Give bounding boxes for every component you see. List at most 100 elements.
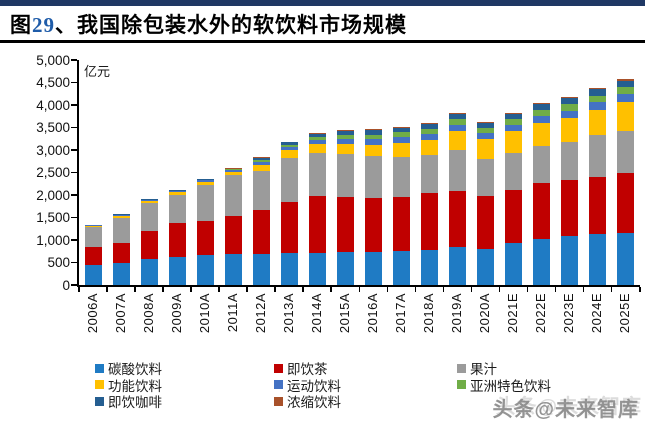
x-axis-tick — [442, 287, 445, 292]
bar-segment — [533, 103, 551, 105]
bar-segment — [421, 128, 439, 135]
bar-segment — [280, 158, 298, 202]
x-axis-tick — [554, 287, 557, 292]
bar-segment — [477, 132, 495, 139]
x-axis-label-2007A: 2007A — [112, 293, 128, 334]
bar-segment — [589, 89, 607, 96]
bar-slot-2018A — [416, 60, 444, 285]
bar-segment — [280, 253, 298, 285]
bar-segment — [617, 79, 635, 81]
x-axis-label-2018A: 2018A — [421, 293, 437, 334]
bar-segment — [617, 232, 635, 285]
x-axis-tick — [414, 287, 417, 292]
title-text: 、我国除包装水外的软饮料市场规模 — [55, 13, 407, 37]
x-axis-label-2014A: 2014A — [308, 293, 324, 334]
bar-segment — [393, 156, 411, 197]
x-axis-tick — [526, 287, 529, 292]
stacked-bar-2014A — [308, 133, 326, 285]
y-axis-label: 4,000 — [36, 97, 70, 113]
bar-segment — [617, 80, 635, 88]
stacked-bar-2022E — [533, 103, 551, 285]
watermark: 头条@未来智库 — [492, 399, 639, 421]
y-axis-tick — [71, 149, 77, 151]
bar-segment — [196, 179, 214, 180]
bar-segment — [617, 101, 635, 131]
bar-segment — [393, 126, 411, 128]
y-axis-label: 3,000 — [36, 142, 70, 158]
x-axis-tick — [639, 287, 641, 292]
bar-segment — [308, 153, 326, 196]
bar-slot-2009A — [163, 60, 191, 285]
x-axis-label-2025E: 2025E — [617, 293, 633, 334]
bar-segment — [84, 247, 102, 265]
bar-segment — [140, 230, 158, 260]
legend-item: 浓缩饮料 — [274, 393, 341, 410]
bar-series-container — [79, 60, 640, 285]
x-axis-tick — [134, 287, 136, 292]
bar-segment — [533, 239, 551, 285]
x-axis-label-2024E: 2024E — [589, 293, 605, 334]
bar-segment — [112, 243, 130, 264]
x-axis-tick — [610, 287, 613, 292]
bar-segment — [533, 145, 551, 184]
bar-slot-2022E — [528, 60, 556, 285]
x-axis-label-2016A: 2016A — [365, 293, 381, 334]
bar-segment — [505, 152, 523, 191]
bar-segment — [421, 139, 439, 155]
bar-segment — [589, 95, 607, 103]
bar-segment — [505, 113, 523, 115]
stacked-bar-2012A — [252, 157, 270, 285]
bar-segment — [168, 223, 186, 257]
bar-segment — [421, 123, 439, 129]
legend-label: 浓缩饮料 — [287, 395, 341, 410]
bar-slot-2007A — [107, 60, 135, 285]
legend-label: 运动饮料 — [287, 378, 341, 394]
y-axis-unit-label: 亿元 — [84, 64, 111, 79]
bar-segment — [336, 135, 354, 140]
x-axis-tick — [358, 287, 360, 292]
x-axis-label-2009A: 2009A — [168, 293, 184, 334]
bar-segment — [168, 195, 186, 224]
bar-segment — [308, 144, 326, 154]
bar-segment — [393, 250, 411, 285]
legend-label: 亚洲特色饮料 — [470, 378, 551, 394]
legend-item: 运动饮料 — [274, 377, 341, 394]
stacked-bar-2007A — [112, 214, 130, 285]
x-axis-tick — [78, 287, 80, 292]
bar-segment — [84, 227, 102, 248]
stacked-bar-2018A — [421, 122, 439, 285]
y-axis-tick — [71, 284, 77, 286]
bar-slot-2011A — [219, 60, 247, 285]
bar-segment — [168, 192, 186, 196]
bar-segment — [168, 256, 186, 285]
legend-label: 碳酸饮料 — [108, 362, 162, 377]
bar-segment — [561, 117, 579, 142]
x-axis-tick — [190, 287, 192, 292]
bar-segment — [449, 124, 467, 132]
legend-item: 即饮咖啡 — [95, 393, 162, 410]
bar-segment — [533, 104, 551, 110]
stacked-bar-2019A — [449, 112, 467, 285]
bar-segment — [617, 172, 635, 233]
bar-segment — [224, 253, 242, 285]
bar-segment — [84, 264, 102, 285]
bar-segment — [477, 159, 495, 196]
bar-segment — [364, 155, 382, 199]
bar-segment — [308, 137, 326, 141]
bar-segment — [224, 170, 242, 172]
bar-segment — [421, 193, 439, 250]
x-axis-tick — [582, 287, 585, 292]
bar-segment — [589, 102, 607, 110]
stacked-bar-2011A — [224, 168, 242, 285]
legend-label: 果汁 — [470, 362, 497, 377]
bar-segment — [196, 184, 214, 221]
bar-segment — [224, 169, 242, 171]
x-axis-tick — [470, 287, 473, 292]
legend-swatch-icon — [457, 363, 466, 373]
bar-segment — [196, 220, 214, 256]
bar-segment — [252, 162, 270, 165]
x-axis-tick — [246, 287, 248, 292]
x-axis-label-2022E: 2022E — [533, 293, 549, 334]
bar-segment — [617, 94, 635, 102]
bar-segment — [393, 132, 411, 138]
